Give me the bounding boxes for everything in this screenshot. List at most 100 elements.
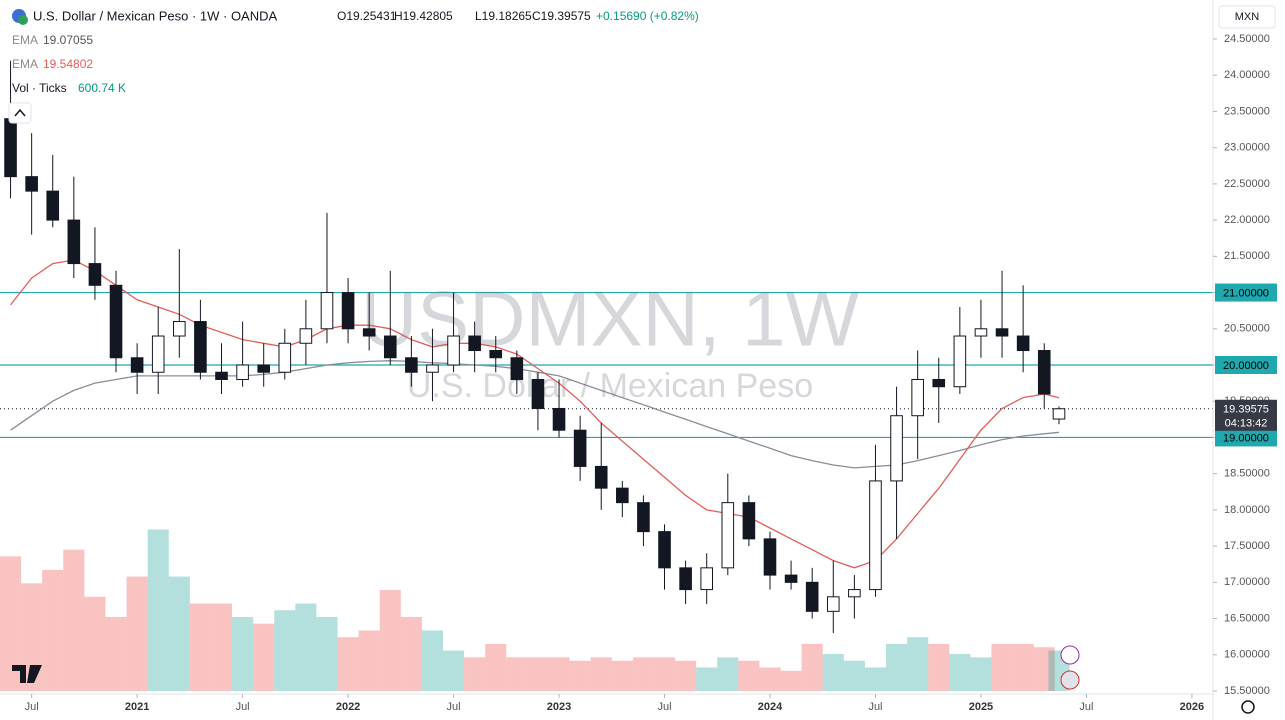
volume-bar xyxy=(126,576,148,691)
x-tick-label: Jul xyxy=(657,701,671,713)
volume-bar xyxy=(464,657,486,691)
y-tick-label: 24.00000 xyxy=(1224,69,1270,81)
x-tick-label: Jul xyxy=(447,701,461,713)
low-value: L19.18265 xyxy=(475,9,532,23)
volume-bar xyxy=(443,650,465,691)
candle-body xyxy=(299,328,313,344)
last-price-box xyxy=(1215,399,1277,431)
y-tick-label: 23.50000 xyxy=(1224,105,1270,117)
candle-body xyxy=(911,378,924,417)
candle-body xyxy=(173,321,186,337)
level-label-box xyxy=(1215,283,1277,302)
volume-bar xyxy=(632,657,654,691)
candle-body xyxy=(257,364,270,373)
volume-bar xyxy=(210,603,233,691)
candle-body xyxy=(784,574,798,583)
candle-body xyxy=(848,589,861,598)
y-tick-label: 16.00000 xyxy=(1224,649,1270,661)
volume-bar xyxy=(696,667,718,691)
level-label-box xyxy=(1215,356,1277,374)
alert-icon[interactable] xyxy=(1060,645,1080,665)
ema-line xyxy=(10,360,1060,469)
candle-body xyxy=(742,502,756,540)
volume-bar xyxy=(738,660,760,691)
volume-bar xyxy=(928,643,950,691)
volume-bar xyxy=(42,569,64,691)
candle-body xyxy=(151,335,165,373)
candle-body xyxy=(573,429,587,467)
candle-body xyxy=(932,378,946,388)
volume-bar xyxy=(379,590,401,691)
volume-bar xyxy=(147,529,169,691)
change-value: +0.15690 (+0.82%) xyxy=(596,9,699,23)
symbol-icon xyxy=(18,15,28,25)
candle-body xyxy=(826,596,840,612)
volume-bar xyxy=(0,556,22,691)
volume-bar xyxy=(337,637,359,691)
candle-body xyxy=(4,118,17,178)
volume-bar xyxy=(759,667,781,691)
x-tick-label: 2026 xyxy=(1180,701,1204,713)
settings-icon[interactable] xyxy=(1241,700,1255,714)
candle-body xyxy=(805,581,819,612)
close-value: C19.39575 xyxy=(532,9,591,23)
volume-bar xyxy=(653,657,676,691)
candle-body xyxy=(700,567,714,591)
ema-line xyxy=(9,259,1060,569)
volume-bar xyxy=(822,653,844,691)
watermark-description: U.S. Dollar / Mexican Peso xyxy=(407,367,813,405)
candle-body xyxy=(278,342,292,373)
volume-bar xyxy=(21,583,43,691)
volume-layer xyxy=(0,529,1070,691)
volume-bar xyxy=(590,657,612,691)
x-tick-label: 2025 xyxy=(969,701,993,713)
candle-body xyxy=(320,292,334,330)
candle-body xyxy=(890,415,903,482)
y-tick-label: 15.50000 xyxy=(1224,685,1270,697)
volume-bar xyxy=(801,643,823,691)
candle-body xyxy=(1016,335,1030,352)
collapse-icon xyxy=(14,108,26,117)
volume-bar xyxy=(168,576,190,691)
candle-body xyxy=(215,371,228,380)
indicator-value: 600.74 K xyxy=(78,81,126,95)
collapse-button[interactable] xyxy=(8,102,32,124)
volume-bar xyxy=(611,660,633,691)
indicator-value: 19.54802 xyxy=(43,57,93,71)
volume-bar xyxy=(485,643,507,691)
volume-bar xyxy=(886,643,908,691)
y-tick-label: 18.50000 xyxy=(1224,468,1270,480)
currency-button[interactable] xyxy=(1218,5,1276,29)
candle-body xyxy=(995,328,1009,337)
x-tick-label: Jul xyxy=(1079,701,1093,713)
level-label-box xyxy=(1215,428,1277,447)
candle-body xyxy=(426,364,439,373)
candle-body xyxy=(362,328,376,337)
volume-bar xyxy=(232,616,254,691)
candle-body xyxy=(869,480,882,591)
flag-icon[interactable] xyxy=(1060,670,1080,690)
volume-bar xyxy=(358,630,380,691)
y-tick-label: 22.50000 xyxy=(1224,178,1270,190)
open-value: O19.25431 xyxy=(337,9,397,23)
volume-bar xyxy=(63,549,85,691)
volume-bar xyxy=(1033,647,1055,691)
volume-bar xyxy=(400,616,422,691)
candle-body xyxy=(88,263,102,286)
x-tick-label: 2024 xyxy=(758,701,783,713)
volume-bar xyxy=(84,596,106,691)
candle-body xyxy=(46,190,60,221)
volume-bar xyxy=(717,657,739,691)
volume-bar xyxy=(780,670,802,691)
volume-bar xyxy=(506,657,528,691)
candle-body xyxy=(594,465,608,489)
candle-body xyxy=(383,335,397,359)
candle-body xyxy=(25,176,38,192)
candle-body xyxy=(236,364,249,380)
logo xyxy=(12,665,42,683)
indicator-name: EMA xyxy=(12,33,38,47)
volume-bar xyxy=(991,643,1013,691)
volume-bar xyxy=(675,660,697,691)
